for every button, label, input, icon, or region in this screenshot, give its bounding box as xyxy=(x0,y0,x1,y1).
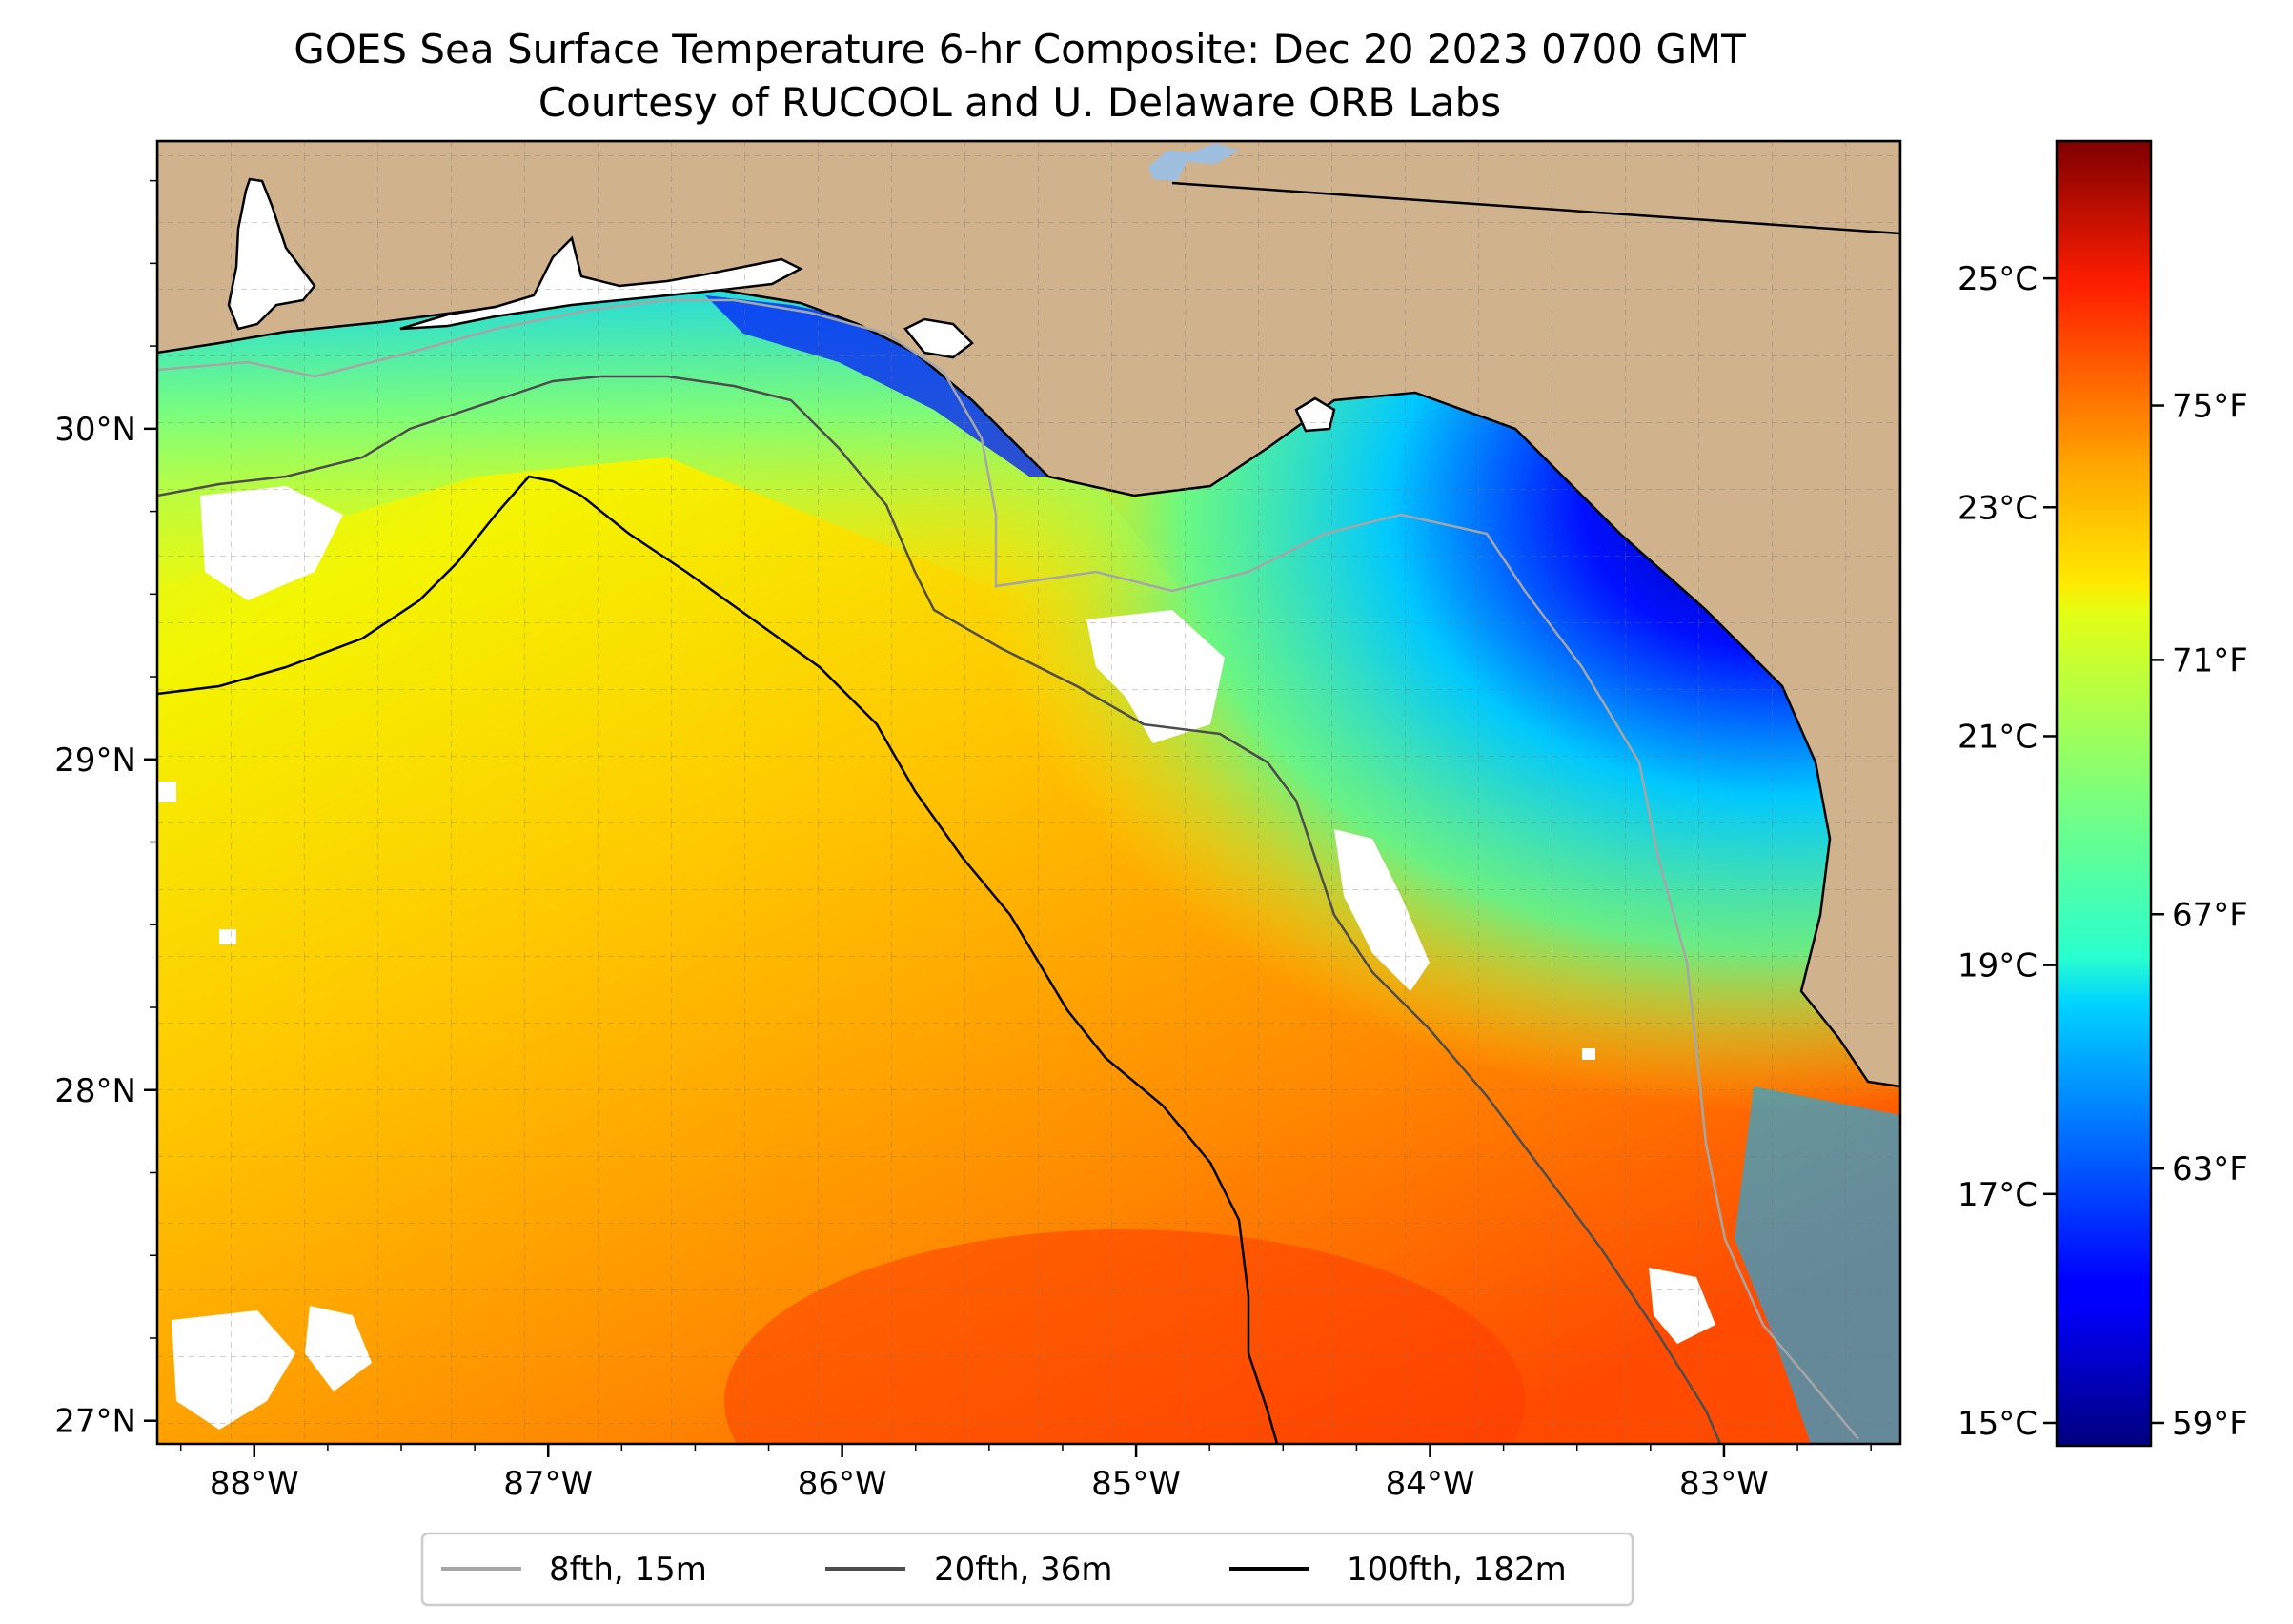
lon-tick-label: 87°W xyxy=(503,1465,593,1503)
isobath-20fth xyxy=(157,375,1722,1444)
celsius-tick-label: 21°C xyxy=(1958,718,2038,756)
fahrenheit-tick-label: 59°F xyxy=(2172,1405,2248,1443)
map-subtitle: Courtesy of RUCOOL and U. Delaware ORB L… xyxy=(538,79,1501,126)
map-panel xyxy=(157,141,1900,1444)
celsius-tick-label: 23°C xyxy=(1958,489,2038,527)
legend: 8fth, 15m 20fth, 36m 100fth, 182m xyxy=(420,1532,1634,1607)
isobath-8fth xyxy=(157,298,1859,1440)
lon-tick-label: 86°W xyxy=(798,1465,887,1503)
lon-tick-label: 84°W xyxy=(1386,1465,1475,1503)
colorbar-celsius-axis: 15°C 17°C 19°C 21°C 23°C 25°C xyxy=(1958,260,2057,1443)
map-title: GOES Sea Surface Temperature 6-hr Compos… xyxy=(294,26,1746,72)
legend-label-100fth: 100fth, 182m xyxy=(1347,1551,1567,1589)
state-boundary xyxy=(1171,181,1900,235)
isobath-100fth xyxy=(157,475,1279,1444)
lat-tick-label: 30°N xyxy=(54,411,136,449)
celsius-tick-label: 15°C xyxy=(1958,1405,2038,1443)
legend-label-8fth: 8fth, 15m xyxy=(549,1551,707,1589)
fahrenheit-tick-label: 75°F xyxy=(2172,388,2248,426)
longitude-axis: 88°W 87°W 86°W 85°W 84°W 83°W xyxy=(179,1444,1872,1503)
lon-tick-label: 88°W xyxy=(210,1465,299,1503)
latitude-axis: 27°N 28°N 29°N 30°N xyxy=(54,179,157,1441)
fahrenheit-tick-label: 67°F xyxy=(2172,896,2248,934)
celsius-tick-label: 25°C xyxy=(1958,260,2038,298)
lat-tick-label: 29°N xyxy=(54,741,136,780)
legend-label-20fth: 20fth, 36m xyxy=(934,1551,1113,1589)
lon-tick-label: 85°W xyxy=(1091,1465,1181,1503)
colorbar xyxy=(2055,139,2153,1448)
gridlines xyxy=(157,141,1900,1444)
lat-tick-label: 27°N xyxy=(54,1403,136,1441)
lake xyxy=(1148,143,1239,181)
fahrenheit-tick-label: 71°F xyxy=(2172,641,2248,680)
celsius-tick-label: 19°C xyxy=(1958,947,2038,985)
lat-tick-label: 28°N xyxy=(54,1072,136,1110)
colorbar-fahrenheit-axis: 59°F 63°F 67°F 71°F 75°F xyxy=(2151,388,2248,1443)
legend-box xyxy=(420,1532,1634,1607)
map-frame xyxy=(155,139,1902,1446)
lon-tick-label: 83°W xyxy=(1679,1465,1769,1503)
celsius-tick-label: 17°C xyxy=(1958,1176,2038,1214)
fahrenheit-tick-label: 63°F xyxy=(2172,1150,2248,1188)
